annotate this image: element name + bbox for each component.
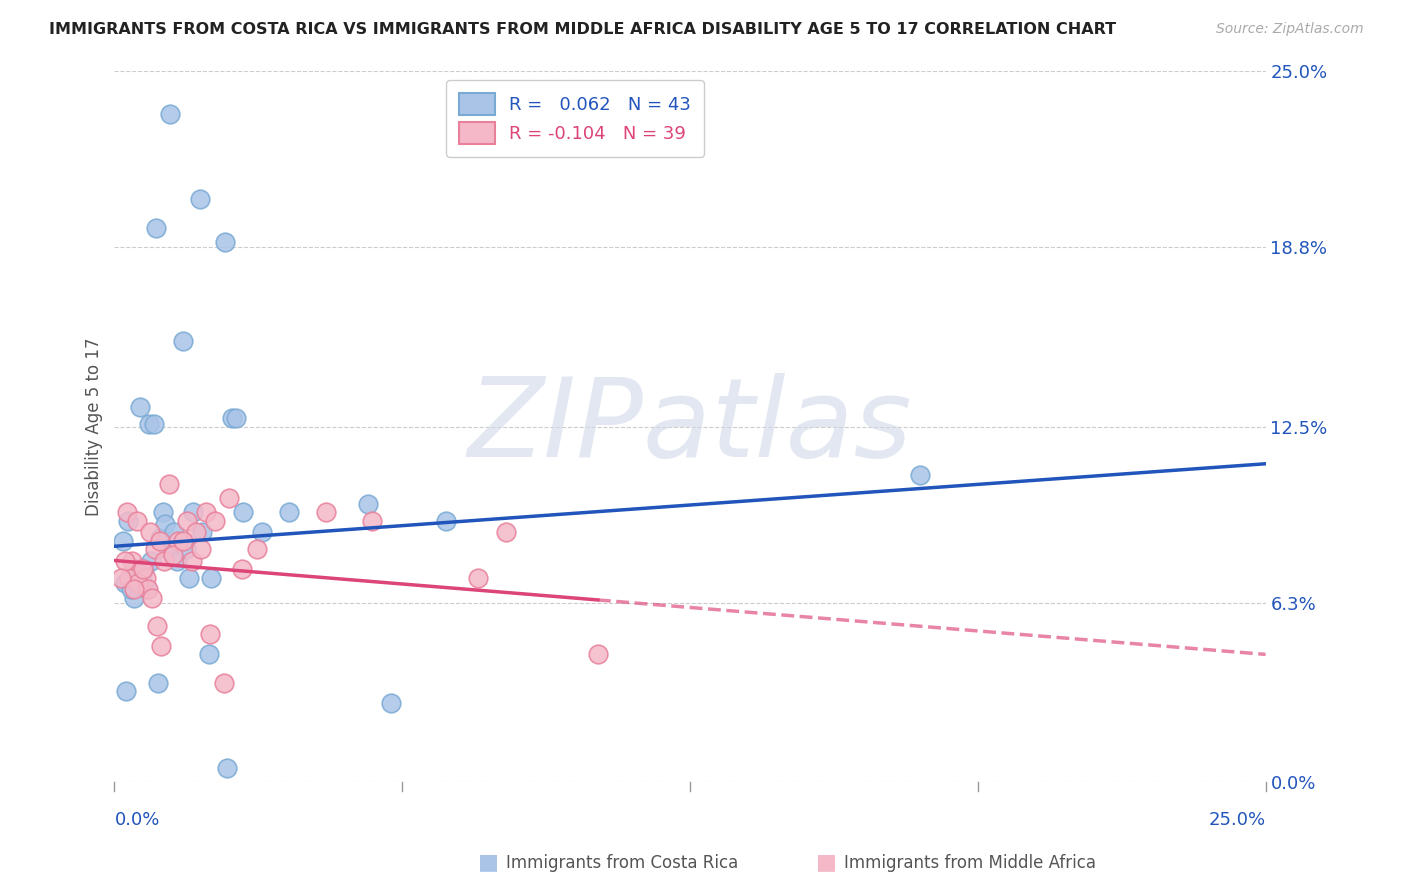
Text: 25.0%: 25.0% — [1209, 811, 1265, 829]
Point — [118, 571, 141, 585]
Point — [204, 514, 226, 528]
Point — [361, 514, 384, 528]
Point — [174, 542, 197, 557]
Point — [200, 571, 222, 585]
Text: Source: ZipAtlas.com: Source: ZipAtlas.com — [1216, 22, 1364, 37]
Point — [163, 524, 186, 539]
Point — [232, 505, 254, 519]
Point — [166, 553, 188, 567]
Point — [177, 571, 200, 585]
Point — [117, 514, 139, 528]
Point — [186, 524, 208, 539]
Point — [162, 548, 184, 562]
Point — [114, 553, 136, 567]
Point — [198, 627, 221, 641]
Point — [135, 582, 157, 596]
Point — [495, 524, 517, 539]
Point — [138, 417, 160, 431]
Point — [357, 497, 380, 511]
Point — [156, 542, 179, 557]
Point — [221, 411, 243, 425]
Point — [153, 516, 176, 531]
Point — [139, 524, 162, 539]
Point — [231, 562, 253, 576]
Point — [131, 571, 153, 585]
Point — [191, 524, 214, 539]
Text: ■: ■ — [815, 853, 837, 872]
Point — [134, 562, 156, 576]
Point — [214, 235, 236, 249]
Point — [910, 468, 932, 483]
Point — [172, 533, 194, 548]
Point — [188, 192, 211, 206]
Point — [111, 533, 134, 548]
Point — [176, 514, 198, 528]
Point — [180, 553, 202, 567]
Point — [129, 562, 152, 576]
Point — [278, 505, 301, 519]
Y-axis label: Disability Age 5 to 17: Disability Age 5 to 17 — [86, 337, 103, 516]
Point — [128, 400, 150, 414]
Point — [167, 533, 190, 548]
Point — [198, 648, 221, 662]
Point — [586, 648, 609, 662]
Point — [212, 676, 235, 690]
Point — [153, 553, 176, 567]
Point — [380, 696, 402, 710]
Point — [152, 505, 174, 519]
Point — [149, 531, 172, 545]
Point — [217, 761, 239, 775]
Point — [146, 619, 169, 633]
Point — [114, 576, 136, 591]
Point — [121, 553, 143, 567]
Text: ■: ■ — [478, 853, 499, 872]
Point — [142, 417, 165, 431]
Point — [250, 524, 273, 539]
Point — [218, 491, 240, 505]
Point — [150, 639, 173, 653]
Point — [434, 514, 457, 528]
Point — [124, 562, 146, 576]
Point — [135, 571, 157, 585]
Point — [157, 476, 180, 491]
Point — [127, 571, 149, 585]
Text: IMMIGRANTS FROM COSTA RICA VS IMMIGRANTS FROM MIDDLE AFRICA DISABILITY AGE 5 TO : IMMIGRANTS FROM COSTA RICA VS IMMIGRANTS… — [49, 22, 1116, 37]
Point — [148, 533, 170, 548]
Text: ZIPatlas: ZIPatlas — [468, 373, 912, 480]
Text: 0.0%: 0.0% — [114, 811, 160, 829]
Point — [246, 542, 269, 557]
Point — [122, 582, 145, 596]
Point — [122, 591, 145, 605]
Point — [194, 505, 217, 519]
Legend: R =   0.062   N = 43, R = -0.104   N = 39: R = 0.062 N = 43, R = -0.104 N = 39 — [446, 80, 704, 157]
Point — [132, 562, 155, 576]
Point — [146, 676, 169, 690]
Text: Immigrants from Costa Rica: Immigrants from Costa Rica — [506, 855, 738, 872]
Point — [141, 553, 163, 567]
Point — [143, 542, 166, 557]
Point — [120, 582, 142, 596]
Point — [127, 576, 149, 591]
Text: Immigrants from Middle Africa: Immigrants from Middle Africa — [844, 855, 1095, 872]
Point — [225, 411, 247, 425]
Point — [145, 220, 167, 235]
Point — [173, 334, 195, 349]
Point — [117, 505, 139, 519]
Point — [181, 505, 204, 519]
Point — [159, 107, 181, 121]
Point — [136, 582, 159, 596]
Point — [315, 505, 337, 519]
Point — [190, 542, 212, 557]
Point — [467, 571, 489, 585]
Point — [115, 684, 138, 698]
Point — [125, 514, 148, 528]
Point — [141, 591, 163, 605]
Point — [110, 571, 132, 585]
